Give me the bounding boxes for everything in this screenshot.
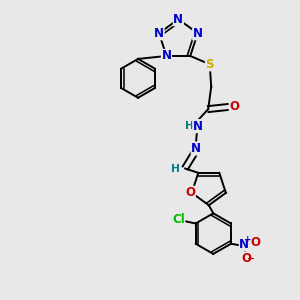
Text: N: N [154, 27, 164, 40]
Text: O: O [185, 186, 195, 200]
Text: N: N [173, 13, 183, 26]
Text: N: N [239, 238, 249, 251]
Text: N: N [161, 50, 171, 62]
Text: O: O [229, 100, 239, 113]
Text: O: O [242, 252, 251, 265]
Text: Cl: Cl [172, 213, 185, 226]
Text: N: N [193, 120, 203, 133]
Text: +: + [244, 236, 252, 244]
Text: H: H [185, 121, 194, 131]
Text: N: N [191, 142, 201, 155]
Text: O: O [250, 236, 260, 249]
Text: S: S [206, 58, 214, 71]
Text: N: N [193, 27, 203, 40]
Text: H: H [171, 164, 180, 174]
Text: −: − [247, 254, 255, 263]
